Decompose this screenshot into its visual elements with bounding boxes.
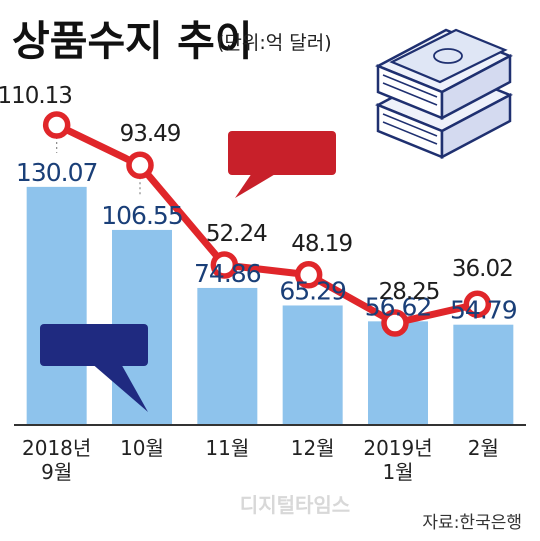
line-label-1: 93.49 xyxy=(120,121,181,147)
bar-5 xyxy=(453,324,514,425)
x-tick-label-5: 2월 xyxy=(468,436,499,460)
bar-label-0: 130.07 xyxy=(16,158,97,187)
callout-pointer-bar xyxy=(90,362,148,412)
bar-2 xyxy=(197,287,258,425)
line-point-5 xyxy=(463,290,492,318)
unit-label: (단위:억 달러) xyxy=(217,32,332,54)
x-tick-label-1: 10월 xyxy=(120,436,164,460)
bar-label-4: 56.62 xyxy=(365,292,432,321)
bar-label-2: 74.86 xyxy=(194,259,261,288)
callout-line xyxy=(228,131,336,175)
icon-stack-line xyxy=(382,82,438,106)
icon-stack-right xyxy=(440,92,512,160)
line-label-3: 48.19 xyxy=(291,231,352,257)
chart-title: 상품수지 추이 xyxy=(12,17,253,65)
bar-4 xyxy=(368,321,428,425)
money-stack-icon xyxy=(375,28,513,160)
line-point-2 xyxy=(210,251,239,279)
line-point-0 xyxy=(42,111,71,139)
bar-label-3: 65.29 xyxy=(279,276,346,305)
watermark: 디지털타임스 xyxy=(240,493,350,517)
x-tick-label-4: 2019년 1월 xyxy=(363,436,432,484)
line-label-0: 110.13 xyxy=(0,83,72,109)
bar-3 xyxy=(282,305,343,425)
x-tick-label-2: 11월 xyxy=(205,436,249,460)
source-label: 자료:한국은행 xyxy=(422,513,522,533)
icon-bill xyxy=(389,28,508,84)
callout-bar xyxy=(40,324,148,366)
icon-bill-emblem xyxy=(433,48,463,64)
line-point-4 xyxy=(381,309,409,337)
line-label-2: 52.24 xyxy=(206,221,267,247)
bar-label-5: 54.79 xyxy=(450,296,517,325)
icon-stack-right xyxy=(440,53,512,121)
x-tick-label-0: 2018년 9월 xyxy=(22,436,91,484)
line-point-3 xyxy=(294,261,323,289)
line-label-4: 28.25 xyxy=(379,279,440,305)
callout-pointer-line xyxy=(235,173,277,198)
bar-0 xyxy=(26,186,87,425)
line-point-1 xyxy=(126,151,154,179)
icon-stack-line xyxy=(382,121,438,145)
icon-stack-line xyxy=(382,74,438,98)
series-line-경상수지 xyxy=(55,121,479,327)
icon-stack-line xyxy=(382,113,438,137)
bar-label-1: 106.55 xyxy=(101,201,182,230)
line-label-5: 36.02 xyxy=(452,256,513,282)
x-tick-label-3: 12월 xyxy=(291,436,335,460)
